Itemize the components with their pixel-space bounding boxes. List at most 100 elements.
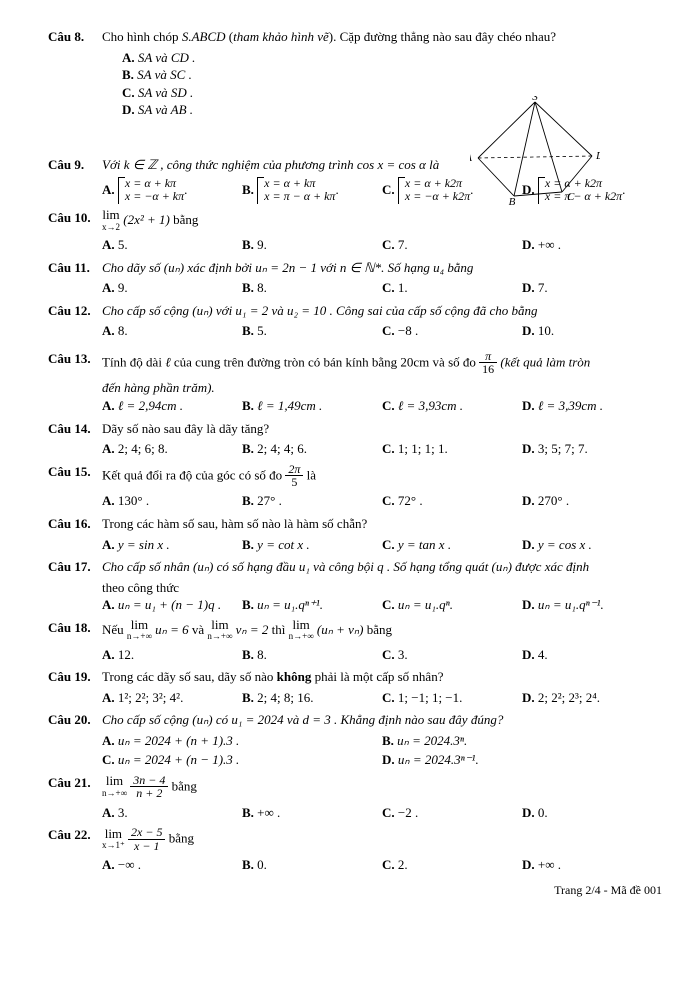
q11-t: Cho dãy số (uₙ) xác định bởi uₙ = 2n − 1…: [102, 260, 473, 275]
q14-C: 1; 1; 1; 1.: [398, 441, 448, 456]
q9-C2: x = −α + k2π: [405, 190, 470, 204]
q14-A: 2; 4; 6; 8.: [118, 441, 168, 456]
q19-B: 2; 4; 8; 16.: [257, 690, 313, 705]
q11-D: 7.: [538, 280, 548, 295]
q18-lim1: lim: [127, 619, 152, 631]
q15-opts: A. 130° . B. 27° . C. 72° . D. 270° .: [102, 492, 662, 512]
q10-B: 9.: [257, 237, 267, 252]
q22-D: +∞ .: [538, 857, 561, 872]
q22-opts: A. −∞ . B. 0. C. 2. D. +∞ .: [102, 856, 662, 876]
q16-B: y = cot x .: [257, 537, 309, 552]
q10-A: 5.: [118, 237, 128, 252]
q18-C: 3.: [398, 647, 408, 662]
q12-C: −8 .: [398, 323, 418, 338]
q17-t2: theo công thức: [102, 579, 662, 597]
q19-text: Trong các dãy số sau, dãy số nào không p…: [102, 668, 662, 686]
q18-t4: bằng: [367, 622, 392, 637]
q18-t2: và: [192, 622, 208, 637]
q21-B: +∞ .: [257, 805, 280, 820]
q8-t1: Cho hình chóp: [102, 29, 182, 44]
q22-lim: lim: [102, 828, 125, 840]
q21-D: 0.: [538, 805, 548, 820]
q13-opts: A. ℓ = 2,94cm . B. ℓ = 1,49cm . C. ℓ = 3…: [102, 397, 662, 417]
q15-C: 72° .: [398, 493, 423, 508]
q8-t5: ). Cặp đường thẳng nào sau đây chéo nhau…: [329, 29, 556, 44]
q18-s2: n→+∞: [207, 630, 232, 642]
q14-B: 2; 4; 4; 6.: [257, 441, 307, 456]
q8-t2: S.ABCD: [182, 29, 226, 44]
q9-t: Với k ∈ ℤ , công thức nghiệm của phương …: [102, 157, 439, 172]
q21-C: −2 .: [398, 805, 418, 820]
q13-fd: 16: [479, 363, 497, 376]
q18-t3: thì: [272, 622, 289, 637]
q8-label: Câu 8.: [48, 28, 102, 46]
q18-e2: vₙ = 2: [236, 622, 269, 637]
q21-fd: n + 2: [130, 787, 168, 800]
q13-t4: (kết quả làm tròn: [500, 354, 590, 369]
va: A: [470, 152, 472, 164]
q15-fd: 5: [285, 476, 303, 489]
q18-D: 4.: [538, 647, 548, 662]
q18-lim2: lim: [207, 619, 232, 631]
q18-text: Nếu limn→+∞ uₙ = 6 và limn→+∞ vₙ = 2 thì…: [102, 619, 662, 643]
q22-fd: x − 1: [128, 840, 165, 853]
q10-opts: A. 5. B. 9. C. 7. D. +∞ .: [102, 236, 662, 256]
q19-tp2: phải là một cấp số nhân?: [311, 669, 443, 684]
q13-A: ℓ = 2,94cm .: [118, 398, 183, 413]
q20-A: uₙ = 2024 + (n + 1).3 .: [118, 733, 239, 748]
vs: S: [532, 96, 538, 103]
q16-opts: A. y = sin x . B. y = cot x . C. y = tan…: [102, 536, 662, 556]
q22-text: limx→1⁺ 2x − 5x − 1 bằng: [102, 826, 662, 853]
q22-B: 0.: [257, 857, 267, 872]
q21-label: Câu 21.: [48, 774, 102, 801]
q20-C: uₙ = 2024 + (n − 1).3 .: [118, 752, 239, 767]
q10-C: 7.: [398, 237, 408, 252]
q11-label: Câu 11.: [48, 259, 102, 277]
q10-D: +∞ .: [538, 237, 561, 252]
q14-text: Dãy số nào sau đây là dãy tăng?: [102, 420, 662, 438]
q10-suf: bằng: [170, 212, 199, 227]
q18-t1: Nếu: [102, 622, 127, 637]
q20-B: uₙ = 2024.3ⁿ.: [397, 733, 467, 748]
q12-opts: A. 8. B. 5. C. −8 . D. 10.: [102, 322, 662, 342]
vd: D: [595, 150, 600, 162]
q15-A: 130° .: [118, 493, 149, 508]
q15-B: 27° .: [257, 493, 282, 508]
q22-suf: bằng: [169, 831, 194, 846]
q16-D: y = cos x .: [538, 537, 592, 552]
q18-e3: (uₙ + vₙ): [317, 622, 364, 637]
q21-A: 3.: [118, 805, 128, 820]
vc: C: [567, 191, 575, 203]
q12-text: Cho cấp số cộng (uₙ) với u₁ = 2 và u₂ = …: [102, 302, 662, 320]
q13-C: ℓ = 3,93cm .: [398, 398, 463, 413]
q19-C: 1; −1; 1; −1.: [398, 690, 463, 705]
q9-B2: x = π − α + kπ: [264, 190, 335, 204]
q8-B: SA và SC .: [137, 67, 192, 82]
q17-B: uₙ = u₁.qⁿ⁺¹.: [257, 597, 323, 612]
q11-C: 1.: [398, 280, 408, 295]
q13-B: ℓ = 1,49cm .: [257, 398, 322, 413]
q19-tp1: Trong các dãy số sau, dãy số nào: [102, 669, 277, 684]
q18-label: Câu 18.: [48, 619, 102, 643]
q18-e1: uₙ = 6: [155, 622, 188, 637]
q20-opts: A. uₙ = 2024 + (n + 1).3 . B. uₙ = 2024.…: [102, 732, 662, 771]
q8-C: SA và SD .: [138, 85, 193, 100]
q17-C: uₙ = u₁.qⁿ.: [398, 597, 453, 612]
q17-t1: Cho cấp số nhân (uₙ) có số hạng đầu u₁ v…: [102, 559, 589, 574]
q14-D: 3; 5; 7; 7.: [538, 441, 588, 456]
q9-B1: x = α + kπ: [264, 177, 335, 191]
q16-C: y = tan x .: [398, 537, 451, 552]
vb: B: [509, 196, 516, 206]
q18-s3: n→+∞: [289, 630, 314, 642]
q14-label: Câu 14.: [48, 420, 102, 438]
q8-t3: (: [226, 29, 234, 44]
q12-t: Cho cấp số cộng (uₙ) với u₁ = 2 và u₂ = …: [102, 303, 538, 318]
q9-label: Câu 9.: [48, 156, 102, 174]
q10-label: Câu 10.: [48, 209, 102, 233]
q14-opts: A. 2; 4; 6; 8. B. 2; 4; 4; 6. C. 1; 1; 1…: [102, 440, 662, 460]
q17-opts: A. uₙ = u₁ + (n − 1)q . B. uₙ = u₁.qⁿ⁺¹.…: [102, 596, 662, 616]
q10-text: lim x→2 (2x² + 1) bằng: [102, 209, 662, 233]
q18-B: 8.: [257, 647, 267, 662]
q9-C1: x = α + k2π: [405, 177, 470, 191]
q15-D: 270° .: [538, 493, 569, 508]
